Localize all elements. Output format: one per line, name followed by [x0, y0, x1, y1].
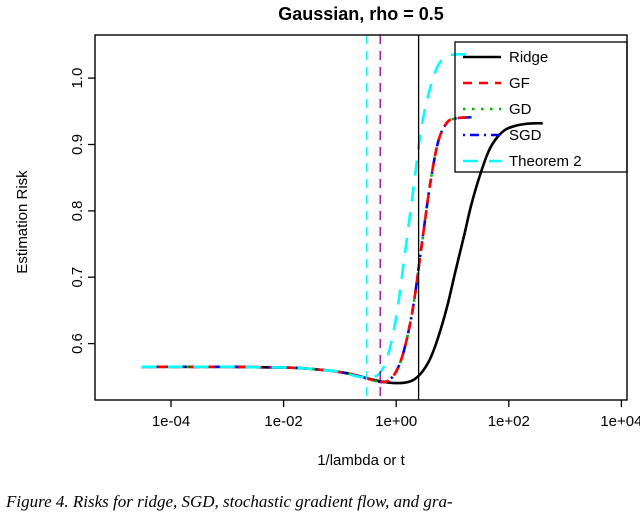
y-tick-label: 0.6	[69, 333, 86, 354]
chart-title: Gaussian, rho = 0.5	[278, 4, 444, 24]
x-axis-label: 1/lambda or t	[317, 452, 405, 469]
x-tick-label: 1e+02	[488, 413, 530, 430]
series-ridge-curve	[141, 121, 543, 385]
legend-entry-label: GF	[509, 75, 530, 92]
x-tick-label: 1e-04	[152, 413, 190, 430]
y-tick-label: 0.7	[69, 267, 86, 288]
x-tick-label: 1e+00	[375, 413, 417, 430]
y-tick-label: 0.9	[69, 134, 86, 155]
legend-box	[454, 41, 628, 173]
y-tick-label: 1.0	[69, 68, 86, 89]
x-tick-label: 1e+04	[600, 413, 640, 430]
legend-entry-label: Ridge	[509, 49, 548, 66]
plot-box	[94, 34, 628, 401]
figure-caption: Figure 4. Risks for ridge, SGD, stochast…	[6, 492, 453, 511]
legend-entry-label: GD	[509, 101, 532, 118]
series-theorem-2-curve	[141, 52, 472, 379]
x-tick-label: 1e-02	[264, 413, 302, 430]
y-tick-label: 0.8	[69, 200, 86, 221]
legend-entry-label: SGD	[509, 127, 542, 144]
y-axis-label: Estimation Risk	[14, 170, 31, 274]
legend-entry-label: Theorem 2	[509, 153, 582, 170]
series-gf-curve	[141, 116, 472, 384]
